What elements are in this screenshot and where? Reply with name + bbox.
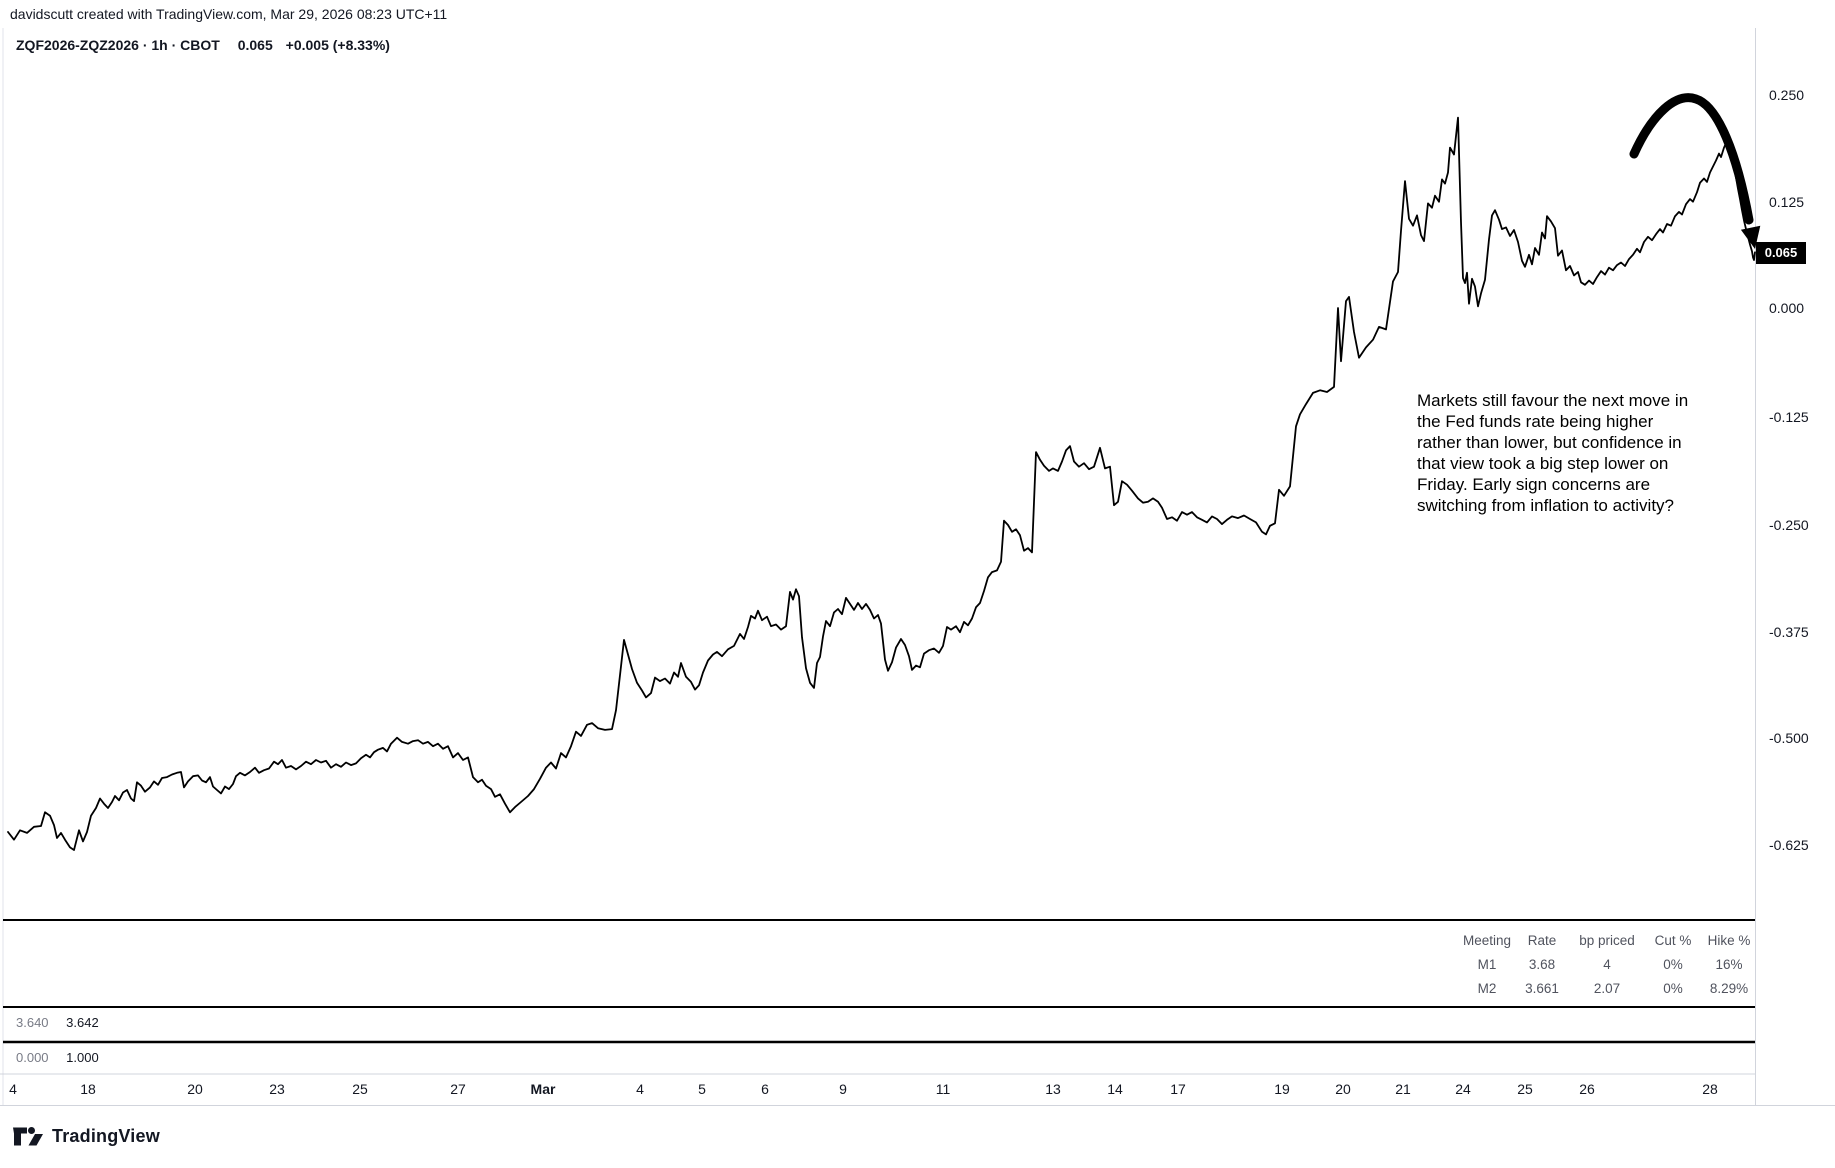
text-annotation-line: that view took a big step lower on [1417, 454, 1669, 473]
price-axis-label: -0.250 [1769, 517, 1809, 533]
time-axis-label: Mar [530, 1081, 556, 1097]
table-cell: 16% [1715, 957, 1743, 972]
time-axis-label: 13 [1045, 1081, 1061, 1097]
time-axis-label: 5 [698, 1081, 706, 1097]
table-cell: M1 [1477, 957, 1497, 972]
time-axis-label: 24 [1455, 1081, 1471, 1097]
pane2-value-a: 3.640 [16, 1015, 49, 1030]
chart-legend[interactable]: ZQF2026-ZQZ2026 · 1h · CBOT 0.065 +0.005… [16, 37, 390, 53]
price-axis-label: 0.125 [1769, 194, 1805, 210]
table-cell: 0% [1663, 957, 1683, 972]
tradingview-attribution: TradingView [13, 1126, 160, 1147]
table-header-cell: Hike % [1707, 933, 1751, 948]
attribution-text: davidscutt created with TradingView.com,… [10, 6, 448, 22]
table-cell: 3.68 [1528, 957, 1556, 972]
price-axis-label: -0.500 [1769, 730, 1809, 746]
time-axis-label: 14 [1107, 1081, 1123, 1097]
pane2-value-b: 3.642 [66, 1015, 99, 1030]
tradingview-logo-icon [13, 1126, 43, 1145]
price-axis-label: -0.625 [1769, 837, 1809, 853]
time-axis-label: 28 [1702, 1081, 1718, 1097]
text-annotation-line: switching from inflation to activity? [1417, 496, 1674, 515]
last-price-value: 0.065 [237, 37, 273, 53]
table-cell: 4 [1603, 957, 1611, 972]
pane3-values[interactable]: 0.000 1.000 [16, 1050, 99, 1065]
price-line [7, 116, 1756, 851]
time-axis-label: 25 [1517, 1081, 1533, 1097]
table-cell: 0% [1663, 981, 1683, 996]
table-cell: 3.661 [1525, 981, 1559, 996]
text-annotation-line: rather than lower, but confidence in [1417, 433, 1682, 452]
last-price-badge: 0.065 [1756, 242, 1806, 264]
table-cell: 2.07 [1593, 981, 1621, 996]
pane3-value-a: 0.000 [16, 1050, 49, 1065]
pane3-value-b: 1.000 [66, 1050, 99, 1065]
text-annotation-line: the Fed funds rate being higher [1417, 412, 1654, 431]
table-cell: 8.29% [1709, 981, 1749, 996]
time-axis-label: 25 [352, 1081, 368, 1097]
symbol-title[interactable]: ZQF2026-ZQZ2026 · 1h · CBOT [16, 37, 220, 53]
fed-meetings-table: Meeting Rate bp priced Cut % Hike % M1 3.68 4 0%… [1458, 929, 1758, 1001]
table-header-cell: bp priced [1579, 933, 1635, 948]
price-axis-label: 0.250 [1769, 87, 1805, 103]
pane2-values[interactable]: 3.640 3.642 [16, 1015, 99, 1030]
tradingview-logo-text: TradingView [52, 1126, 160, 1146]
price-axis-label: 0.000 [1769, 300, 1805, 316]
price-axis-label: -0.375 [1769, 624, 1809, 640]
time-axis-label: 4 [636, 1081, 644, 1097]
time-axis-label: 9 [839, 1081, 847, 1097]
table-cell: M2 [1477, 981, 1497, 996]
text-annotation[interactable]: Markets still favour the next move in the… [1417, 390, 1717, 516]
time-axis-label: 11 [935, 1081, 951, 1097]
time-axis-label: 20 [187, 1081, 203, 1097]
text-annotation-line: Friday. Early sign concerns are [1417, 475, 1651, 494]
time-axis-label: 6 [761, 1081, 769, 1097]
time-axis-label: 21 [1395, 1081, 1411, 1097]
time-axis-label: 18 [80, 1081, 96, 1097]
price-change-value: +0.005 (+8.33%) [285, 37, 390, 53]
table-header-cell: Meeting [1462, 933, 1512, 948]
time-axis-label: 23 [269, 1081, 285, 1097]
table-header-cell: Cut % [1654, 933, 1692, 948]
table-header-cell: Rate [1527, 933, 1557, 948]
time-axis-label: 17 [1170, 1081, 1186, 1097]
time-axis-label: 19 [1274, 1081, 1290, 1097]
time-axis-label: 20 [1335, 1081, 1351, 1097]
time-axis-label: 4 [9, 1081, 17, 1097]
time-axis-label: 26 [1579, 1081, 1595, 1097]
text-annotation-line: Markets still favour the next move in [1417, 391, 1689, 410]
time-axis-label: 27 [450, 1081, 466, 1097]
price-axis-label: -0.125 [1769, 409, 1809, 425]
arrow-annotation[interactable] [1629, 93, 1761, 249]
